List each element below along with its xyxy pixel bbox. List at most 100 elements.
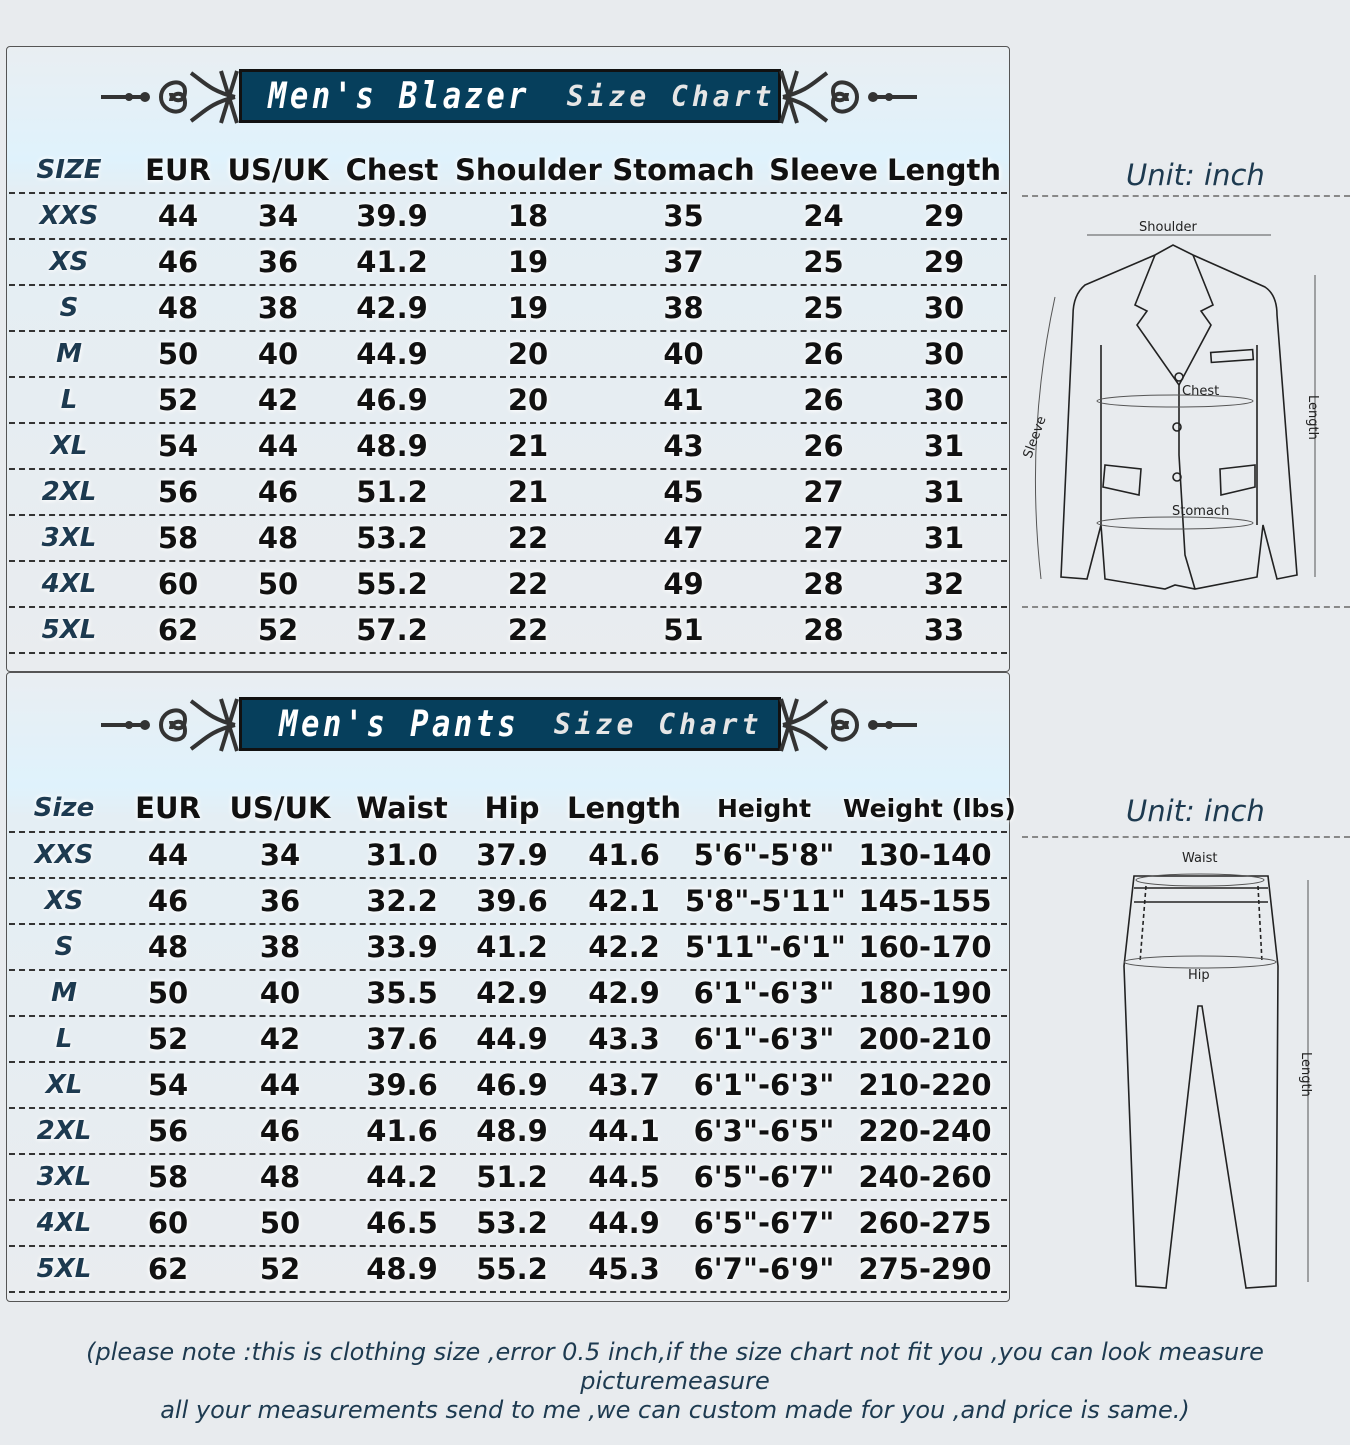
table-row: 5XL 62 52 48.9 55.2 45.3 6'7"-6'9" 275-290	[9, 1247, 1007, 1293]
column-header: Waist	[356, 791, 448, 825]
size-cell: XS	[49, 247, 89, 277]
ornament-right-icon	[779, 70, 917, 124]
table-cell: 47	[663, 521, 704, 555]
table-row: XXS 44 34 39.9 18 35 24 29	[9, 194, 1007, 240]
size-cell: M	[51, 978, 77, 1008]
table-cell: 48	[257, 521, 299, 555]
table-cell: 220-240	[858, 1114, 992, 1148]
table-cell: 60	[147, 1206, 189, 1240]
table-cell: 26	[803, 337, 844, 371]
length-label: Length	[1305, 395, 1320, 440]
table-cell: 56	[147, 1114, 189, 1148]
size-cell: 4XL	[41, 569, 97, 599]
table-cell: 26	[803, 429, 844, 463]
table-cell: 46	[259, 1114, 301, 1148]
table-cell: 52	[157, 383, 199, 417]
table-cell: 275-290	[858, 1252, 992, 1286]
table-cell: 50	[257, 567, 299, 601]
table-cell: 51.2	[476, 1160, 548, 1194]
table-row: XS 46 36 41.2 19 37 25 29	[9, 240, 1007, 286]
table-cell: 36	[259, 884, 301, 918]
table-cell: 49	[663, 567, 704, 601]
column-header: Shoulder	[455, 152, 602, 187]
table-cell: 46.5	[366, 1206, 438, 1240]
table-cell: 38	[257, 291, 299, 325]
table-cell: 42.9	[356, 291, 428, 325]
stomach-label: Stomach	[1172, 504, 1229, 519]
table-row: 4XL 60 50 55.2 22 49 28 32	[9, 562, 1007, 608]
table-cell: 26	[803, 383, 844, 417]
pants-unit-label: Unit: inch	[1126, 794, 1265, 828]
table-cell: 55.2	[476, 1252, 548, 1286]
table-cell: 21	[507, 475, 549, 509]
pants-title-banner: Men's Pants Size Chart	[239, 697, 781, 751]
size-cell: S	[59, 293, 79, 323]
column-header: Size	[33, 793, 95, 823]
table-cell: 31	[923, 429, 965, 463]
table-cell: 42.9	[588, 976, 660, 1010]
table-cell: 30	[923, 383, 965, 417]
table-cell: 51.2	[356, 475, 428, 509]
size-cell: 2XL	[41, 477, 97, 507]
table-cell: 39.6	[476, 884, 548, 918]
table-cell: 41.2	[476, 930, 548, 964]
table-row: 2XL 56 46 51.2 21 45 27 31	[9, 470, 1007, 516]
table-cell: 48	[259, 1160, 301, 1194]
table-cell: 46.9	[476, 1068, 548, 1102]
table-cell: 40	[257, 337, 299, 371]
table-cell: 41.6	[366, 1114, 438, 1148]
ornament-right-icon	[779, 698, 917, 752]
column-header: US/UK	[229, 791, 331, 825]
table-cell: 46	[147, 884, 189, 918]
table-cell: 56	[157, 475, 199, 509]
table-row: L 52 42 37.6 44.9 43.3 6'1"-6'3" 200-210	[9, 1017, 1007, 1063]
table-cell: 6'3"-6'5"	[693, 1114, 835, 1148]
column-header: Length	[566, 791, 682, 825]
column-header: Length	[886, 152, 1002, 187]
table-row: 3XL 58 48 53.2 22 47 27 31	[9, 516, 1007, 562]
ornament-left-icon	[101, 698, 239, 752]
table-cell: 27	[803, 475, 844, 509]
table-cell: 40	[663, 337, 704, 371]
table-row: 4XL 60 50 46.5 53.2 44.9 6'5"-6'7" 260-275	[9, 1201, 1007, 1247]
table-row: M 50 40 35.5 42.9 42.9 6'1"-6'3" 180-190	[9, 971, 1007, 1017]
column-header: Sleeve	[769, 152, 878, 187]
column-header: Chest	[345, 152, 439, 187]
table-cell: 20	[507, 383, 549, 417]
table-cell: 42	[257, 383, 299, 417]
table-cell: 35	[663, 199, 704, 233]
table-cell: 46.9	[356, 383, 428, 417]
length-label: Length	[1298, 1052, 1313, 1097]
table-cell: 42.9	[476, 976, 548, 1010]
table-row: XL 54 44 39.6 46.9 43.7 6'1"-6'3" 210-220	[9, 1063, 1007, 1109]
table-row: L 52 42 46.9 20 41 26 30	[9, 378, 1007, 424]
table-cell: 40	[259, 976, 301, 1010]
table-cell: 28	[803, 613, 844, 647]
table-cell: 41.6	[588, 838, 660, 872]
size-cell: XXS	[34, 840, 94, 870]
size-cell: 3XL	[41, 523, 97, 553]
table-cell: 25	[803, 291, 844, 325]
table-cell: 48	[157, 291, 199, 325]
size-cell: 2XL	[36, 1116, 92, 1146]
waist-label: Waist	[1182, 851, 1217, 866]
table-cell: 45.3	[588, 1252, 660, 1286]
table-cell: 44.5	[588, 1160, 660, 1194]
table-cell: 46	[257, 475, 299, 509]
table-cell: 38	[259, 930, 301, 964]
table-cell: 42	[259, 1022, 301, 1056]
table-cell: 52	[259, 1252, 301, 1286]
table-cell: 200-210	[858, 1022, 992, 1056]
table-cell: 41.2	[356, 245, 428, 279]
table-cell: 48.9	[476, 1114, 548, 1148]
table-cell: 53.2	[476, 1206, 548, 1240]
table-cell: 52	[147, 1022, 189, 1056]
table-cell: 33	[923, 613, 965, 647]
column-header: Weight (lbs)	[843, 793, 1016, 823]
table-cell: 52	[257, 613, 299, 647]
table-cell: 31	[923, 475, 965, 509]
footnote-line-2: all your measurements send to me ,we can…	[160, 1396, 1190, 1424]
table-row: XS 46 36 32.2 39.6 42.1 5'8"-5'11" 145-155	[9, 879, 1007, 925]
table-row: 3XL 58 48 44.2 51.2 44.5 6'5"-6'7" 240-260	[9, 1155, 1007, 1201]
table-cell: 24	[803, 199, 844, 233]
